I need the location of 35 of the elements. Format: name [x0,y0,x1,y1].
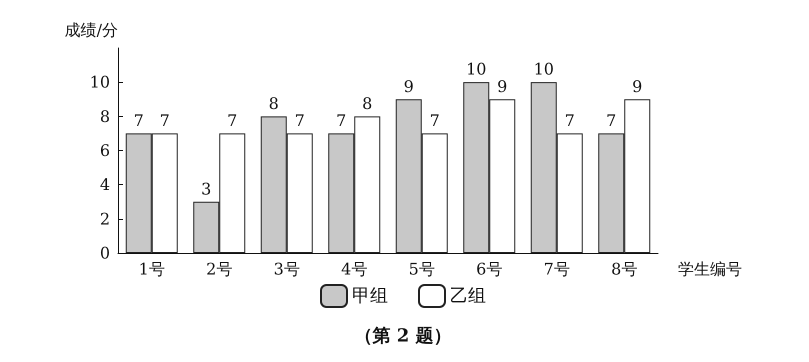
x-tick-label: 2号 [206,260,232,278]
data-label: 7 [564,110,575,130]
data-label: 7 [294,110,305,130]
x-tick-label: 5号 [408,260,435,278]
data-label: 7 [160,110,170,130]
data-label: 3 [201,179,212,198]
y-tick-label: 8 [100,106,110,126]
legend-label: 甲组 [352,286,388,306]
y-tick-label: 10 [90,72,110,92]
data-label: 7 [336,110,346,130]
data-label: 10 [534,60,554,79]
y-tick-label: 0 [100,244,110,262]
x-axis-title: 学生编号 [678,260,742,278]
x-tick-label: 8号 [611,260,638,278]
y-axis-title: 成绩/分 [64,20,118,40]
data-label: 7 [227,110,238,130]
data-label: 9 [632,76,642,96]
data-label: 10 [466,60,486,79]
x-tick-label: 7号 [544,260,570,278]
data-label: 9 [404,76,414,96]
x-tick-label: 6号 [476,260,502,278]
y-tick-label: 6 [100,141,110,160]
data-label: 8 [362,94,372,113]
text: （第 2 题） [354,326,452,346]
data-label: 7 [430,110,440,130]
data-label: 8 [268,94,279,113]
data-label: 7 [134,110,144,130]
x-tick-label: 1号 [138,260,165,278]
legend-label: 乙组 [450,286,486,306]
data-label: 9 [497,76,508,96]
data-label: 7 [606,110,616,130]
y-tick-label: 2 [100,209,110,228]
x-tick-label: 3号 [274,260,300,278]
y-tick-label: 4 [100,175,110,194]
x-tick-label: 4号 [341,260,368,278]
